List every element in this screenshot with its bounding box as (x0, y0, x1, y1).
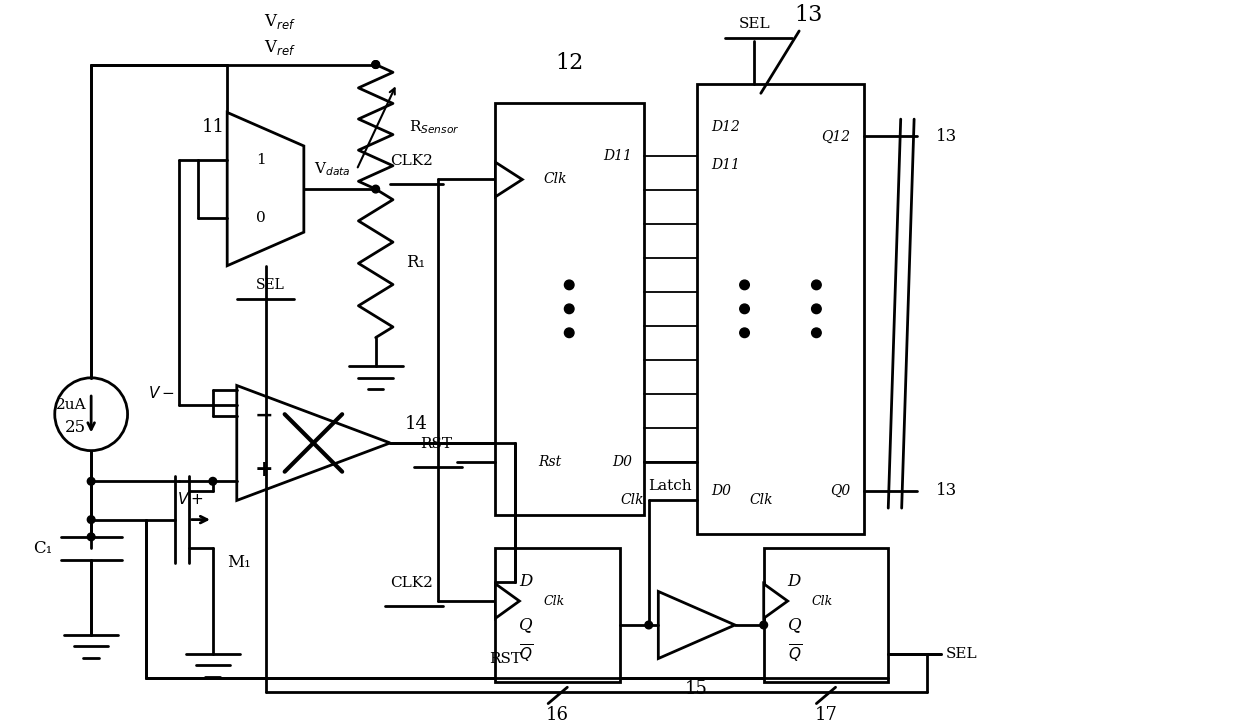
Polygon shape (658, 592, 735, 658)
Text: SEL: SEL (255, 278, 285, 292)
Text: Clk: Clk (620, 494, 644, 507)
Text: Q0: Q0 (830, 484, 849, 498)
Text: M₁: M₁ (227, 554, 250, 571)
Text: $\overline{Q}$: $\overline{Q}$ (787, 643, 802, 665)
Bar (764, 548, 888, 682)
Text: CLK2: CLK2 (391, 576, 433, 590)
Circle shape (564, 304, 574, 314)
Text: RST: RST (489, 652, 521, 666)
Text: $\overline{Q}$: $\overline{Q}$ (520, 643, 533, 665)
Polygon shape (237, 386, 391, 500)
Text: Clk: Clk (543, 595, 564, 608)
Circle shape (372, 61, 379, 68)
Text: SEL: SEL (738, 17, 770, 31)
Text: V$_{ref}$: V$_{ref}$ (264, 38, 296, 57)
Circle shape (740, 304, 749, 314)
Text: 25: 25 (66, 419, 87, 436)
Circle shape (210, 478, 217, 485)
Text: D0: D0 (711, 484, 732, 498)
Text: Q: Q (520, 616, 533, 634)
Text: Q12: Q12 (821, 129, 849, 144)
Text: R$_{Sensor}$: R$_{Sensor}$ (409, 118, 460, 136)
Circle shape (812, 280, 821, 290)
Text: D: D (787, 574, 801, 590)
Text: 2uA: 2uA (56, 398, 87, 412)
Text: RST: RST (420, 436, 453, 451)
Circle shape (812, 304, 821, 314)
Text: 1: 1 (255, 153, 265, 167)
Text: Clk: Clk (749, 494, 773, 507)
Bar (496, 103, 644, 515)
Text: D: D (520, 574, 533, 590)
Polygon shape (496, 162, 522, 197)
Text: 17: 17 (815, 706, 837, 725)
Circle shape (564, 280, 574, 290)
Text: $V+$: $V+$ (177, 491, 203, 507)
Text: $V-$: $V-$ (148, 385, 175, 401)
Text: D12: D12 (711, 120, 740, 134)
Text: Clk: Clk (812, 595, 833, 608)
Text: V$_{ref}$: V$_{ref}$ (264, 12, 296, 31)
Circle shape (87, 533, 95, 541)
Bar (496, 548, 620, 682)
Circle shape (740, 328, 749, 338)
Text: 13: 13 (936, 128, 957, 145)
Text: D11: D11 (604, 149, 632, 163)
Text: D0: D0 (613, 455, 632, 469)
Text: D11: D11 (711, 158, 740, 172)
Circle shape (564, 328, 574, 338)
Text: R₁: R₁ (407, 254, 425, 272)
Text: C₁: C₁ (33, 540, 53, 557)
Text: 14: 14 (404, 415, 428, 433)
Polygon shape (764, 584, 787, 619)
Text: 0: 0 (255, 211, 265, 225)
Circle shape (87, 515, 95, 523)
Text: Rst: Rst (538, 455, 562, 469)
Text: Q: Q (787, 616, 801, 634)
Text: 12: 12 (556, 52, 583, 74)
Circle shape (740, 280, 749, 290)
Circle shape (372, 185, 379, 193)
Polygon shape (496, 584, 520, 619)
Text: Latch: Latch (649, 479, 692, 494)
Text: −: − (254, 405, 273, 427)
Text: 13: 13 (936, 482, 957, 499)
Text: SEL: SEL (946, 647, 977, 661)
Circle shape (372, 61, 379, 68)
Text: +: + (254, 459, 273, 481)
Text: 16: 16 (547, 706, 569, 725)
Text: CLK2: CLK2 (391, 154, 433, 168)
Circle shape (645, 621, 652, 629)
Circle shape (87, 478, 95, 485)
Text: 15: 15 (686, 680, 708, 698)
Text: 13: 13 (795, 4, 823, 26)
Polygon shape (227, 113, 304, 266)
Text: 11: 11 (201, 118, 224, 136)
Bar (697, 83, 864, 534)
Circle shape (812, 328, 821, 338)
Text: V$_{data}$: V$_{data}$ (314, 160, 351, 178)
Circle shape (760, 621, 768, 629)
Text: Clk: Clk (543, 173, 567, 187)
